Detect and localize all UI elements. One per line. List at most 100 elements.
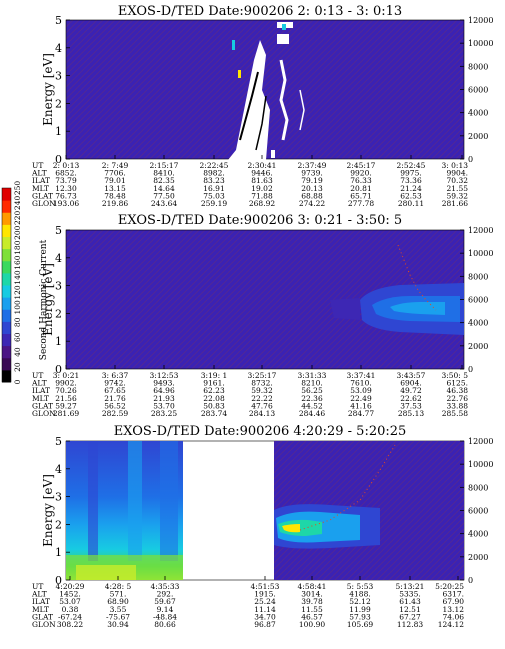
- colorbar-swatches: [1, 187, 12, 383]
- table-cell: 283.25: [151, 409, 177, 418]
- table-cell: 68.88: [301, 191, 323, 200]
- table-cell: 46.57: [301, 612, 323, 621]
- colorbar-tick-label: 0: [13, 379, 22, 384]
- table-cell: 46.38: [447, 386, 469, 395]
- colorbar-tick-label: 120: [13, 285, 22, 300]
- colorbar-tick-label: 40: [13, 347, 22, 357]
- table-cell: 9446.: [251, 169, 272, 178]
- y2tick-label: 10000: [468, 249, 493, 258]
- table-cell: 12.30: [55, 184, 77, 193]
- table-cell: 193.06: [53, 199, 79, 208]
- table-cell: 219.86: [102, 199, 128, 208]
- table-cell: 67.27: [399, 612, 421, 621]
- ylabel: Energy [eV]: [41, 53, 55, 126]
- table-cell: 1915.: [254, 590, 275, 599]
- y2tick-label: 0: [468, 576, 473, 585]
- table-cell: 2:15:17: [150, 161, 179, 170]
- table-cell: 64.96: [153, 386, 175, 395]
- panel-3-title: EXOS-D/TED Date:900206 4:20:29 - 5:20:25: [114, 424, 407, 439]
- table-cell: 100.90: [299, 620, 325, 629]
- table-cell: 62.23: [203, 386, 225, 395]
- y2tick-label: 10000: [468, 460, 493, 469]
- table-cell: 50.83: [203, 401, 225, 410]
- ytick-label: 0: [55, 574, 62, 587]
- table-cell: 292.: [157, 590, 174, 599]
- ytick-label: 2: [55, 518, 62, 531]
- table-cell: 9902.: [55, 379, 76, 388]
- table-cell: 9742.: [104, 379, 125, 388]
- table-cell: 70.32: [447, 176, 469, 185]
- table-cell: 112.83: [397, 620, 423, 629]
- table-row-label: GLON: [32, 199, 56, 208]
- table-cell: 9161.: [203, 379, 224, 388]
- ytick-label: 3: [55, 70, 62, 83]
- table-cell: 6125.: [447, 379, 468, 388]
- table-cell: 3:31:33: [298, 371, 327, 380]
- table-cell: 5:20:25: [435, 582, 464, 591]
- table-cell: 9.14: [157, 605, 174, 614]
- table-cell: 3014.: [301, 590, 322, 599]
- table-cell: 67.90: [443, 597, 465, 606]
- table-cell: 6904.: [400, 379, 421, 388]
- colorbar-swatch: [2, 369, 11, 383]
- colorbar-swatch: [2, 236, 11, 250]
- table-row-label: GLON: [32, 409, 56, 418]
- table-cell: 59.67: [154, 597, 176, 606]
- table-cell: 59.32: [447, 191, 469, 200]
- table-cell: 4188.: [349, 590, 370, 599]
- table-cell: 4:20:29: [56, 582, 85, 591]
- table-cell: 67.65: [104, 386, 126, 395]
- panel-1-axes: 0 1 2 3 4 5 0 2000 4000 6000 8000 10000 12000 Energy …: [41, 14, 493, 166]
- table-cell: 259.19: [201, 199, 227, 208]
- table-cell: 2: 0:13: [53, 161, 80, 170]
- table-row-label: ALT: [31, 590, 47, 599]
- ytick-label: 4: [55, 463, 62, 476]
- ytick-label: 3: [55, 280, 62, 293]
- ytick-label: 5: [55, 14, 62, 27]
- colorbar-swatch: [2, 200, 11, 213]
- table-cell: 73.36: [400, 176, 422, 185]
- table-cell: -75.67: [106, 612, 130, 621]
- table-cell: -67.24: [58, 612, 82, 621]
- table-cell: 4:35:33: [151, 582, 180, 591]
- table-cell: 83.23: [203, 176, 225, 185]
- table-cell: 3.55: [110, 605, 127, 614]
- y2tick-label: 12000: [468, 226, 493, 235]
- table-cell: 1452.: [59, 590, 80, 599]
- table-cell: 82.35: [153, 176, 175, 185]
- table-cell: 280.11: [398, 199, 424, 208]
- table-cell: 3:19: 1: [201, 371, 228, 380]
- table-cell: 81.63: [251, 176, 273, 185]
- table-cell: 284.77: [348, 409, 374, 418]
- colorbar-tick-label: 100: [13, 300, 22, 315]
- table-cell: 285.58: [442, 409, 468, 418]
- table-cell: 3: 0:21: [53, 371, 80, 380]
- y2tick-label: 6000: [468, 86, 488, 95]
- table-cell: 11.55: [301, 605, 323, 614]
- table-cell: 22.36: [301, 394, 323, 403]
- y2tick-label: 2000: [468, 132, 488, 141]
- table-cell: 3: 0:13: [441, 161, 468, 170]
- table-cell: 19.02: [251, 184, 273, 193]
- colorbar-tick-label: 140: [13, 270, 22, 285]
- ytick-label: 5: [55, 224, 62, 237]
- table-cell: 47.76: [251, 401, 273, 410]
- y2tick-label: 0: [468, 365, 473, 374]
- table-cell: 33.88: [447, 401, 469, 410]
- table-cell: 68.90: [107, 597, 129, 606]
- table-cell: 283.74: [201, 409, 227, 418]
- colorbar-tick-label: 220: [13, 210, 22, 225]
- table-cell: 2:45:17: [347, 161, 376, 170]
- y2tick-label: 2000: [468, 342, 488, 351]
- table-cell: 8982.: [203, 169, 224, 178]
- table-cell: 2:22:45: [200, 161, 229, 170]
- colorbar-swatch: [2, 188, 11, 201]
- table-cell: 22.08: [203, 394, 225, 403]
- y2tick-label: 6000: [468, 296, 488, 305]
- colorbar-swatch: [2, 297, 11, 310]
- table-cell: 2:30:41: [248, 161, 277, 170]
- table-cell: 25.24: [254, 597, 276, 606]
- colorbar-title: Second Harmonic Current: [39, 239, 49, 360]
